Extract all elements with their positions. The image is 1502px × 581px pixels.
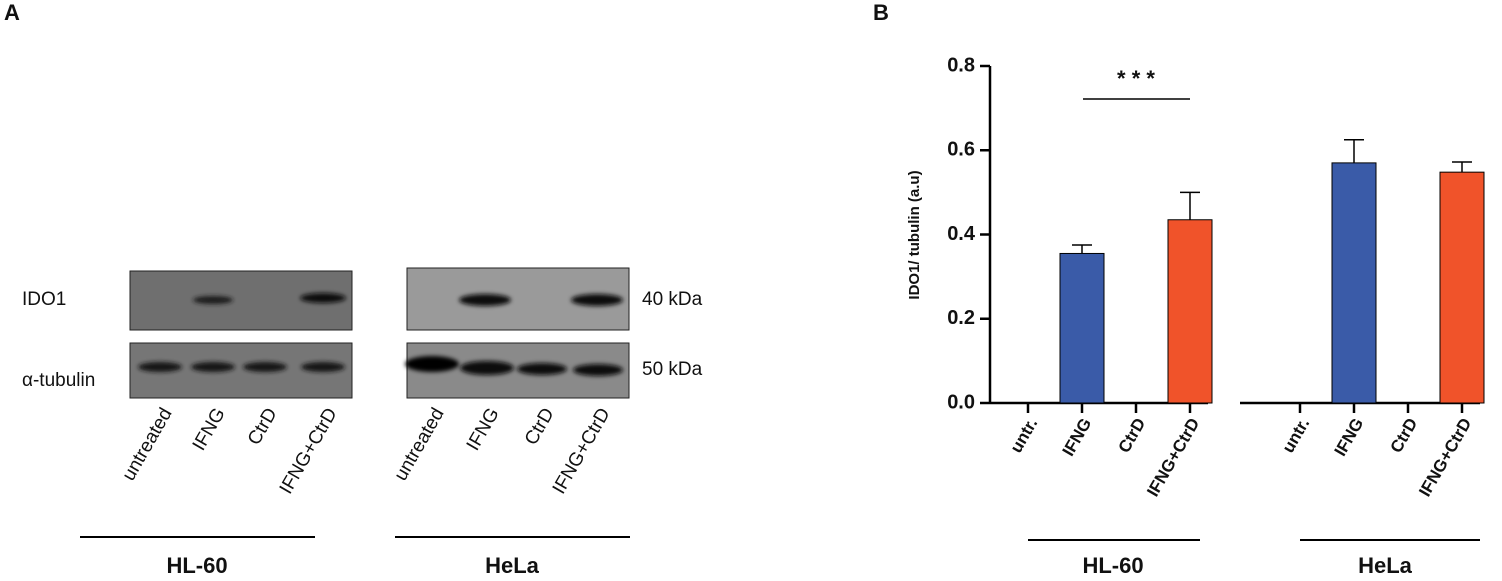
group-label: HeLa [485,553,540,578]
lane-label: untreated [390,405,448,485]
band [460,361,514,375]
band [243,362,287,372]
x-tick-label: IFNG [1059,415,1096,460]
blot-hela [405,267,630,399]
x-tick-label: CtrD [1114,415,1149,456]
lane-label: IFNG+CtrD [276,405,342,498]
lane-label: CtrD [521,405,559,449]
bar [1167,219,1213,404]
x-tick-label: IFNG+CtrD [1143,415,1203,500]
row-label: α-tubulin [22,370,95,391]
bar [1059,252,1105,404]
band [573,364,623,376]
size-label: 40 kDa [642,289,703,310]
x-tick-label: untr. [1278,415,1313,456]
band [459,294,511,306]
lane-label: IFNG+CtrD [549,405,615,498]
band [405,356,459,372]
y-tick-label: 0.6 [947,139,975,161]
x-tick-label: untr. [1006,415,1041,456]
panel-label: A [4,0,20,25]
y-axis-label: IDO1/ tubulin (a.u) [906,170,923,299]
x-tick-label: IFNG [1331,415,1368,460]
y-tick-label: 0.0 [947,391,975,413]
band [138,362,182,372]
x-tick-label: CtrD [1386,415,1421,456]
group-label: HL-60 [1082,553,1143,578]
significance: * * * [1117,66,1155,91]
band [301,362,345,372]
group-label: HL-60 [166,553,227,578]
blot-hl60 [129,270,353,399]
panel-label: B [873,0,889,25]
band [300,293,346,303]
bar [1331,162,1377,404]
lane-label: CtrD [244,405,282,449]
y-tick-label: 0.8 [947,54,975,76]
bar [1439,171,1485,404]
band [517,363,567,375]
band [571,294,623,306]
lane-label: IFNG [463,405,504,455]
row-label: IDO1 [22,289,66,310]
y-tick-label: 0.2 [947,307,975,329]
lane-label: untreated [118,405,176,485]
group-label: HeLa [1358,553,1413,578]
band [193,296,233,304]
size-label: 50 kDa [642,359,703,380]
x-tick-label: IFNG+CtrD [1415,415,1475,500]
lane-label: IFNG [189,405,230,455]
band [191,362,235,372]
y-tick-label: 0.4 [947,223,976,245]
